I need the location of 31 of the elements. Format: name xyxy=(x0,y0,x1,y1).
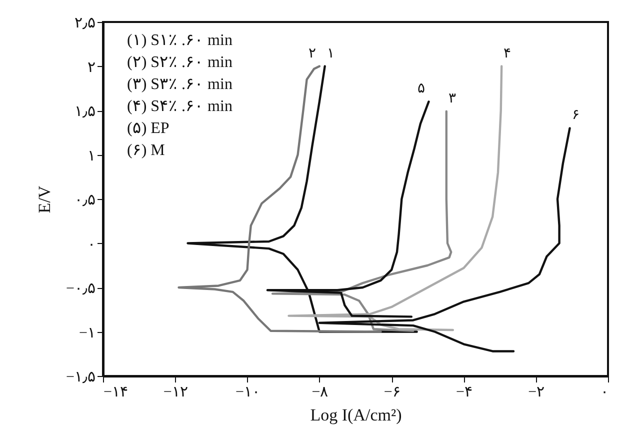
x-tick-label: −۸ xyxy=(312,384,328,400)
series-label: ۴ xyxy=(504,46,512,62)
annotation: (۱) S۱٪ .۶۰ min xyxy=(127,32,232,49)
x-tick-label: −۲ xyxy=(528,384,545,400)
x-tick-label: −۱۰ xyxy=(236,384,260,400)
annotation: (۴) S۴٪ .۶۰ min xyxy=(127,98,232,115)
y-tick-label: −۱ xyxy=(79,325,96,342)
annotation: (۳) S۳٪ .۶۰ min xyxy=(127,76,232,93)
x-tick-label: −۶ xyxy=(384,384,400,400)
x-tick-label: −۴ xyxy=(456,384,472,400)
y-tick-label: ۱ xyxy=(88,148,96,164)
y-tick-label: ۱٫۵ xyxy=(74,104,96,120)
annotation: (۵) EP xyxy=(127,120,170,137)
y-tick-label: ۰ xyxy=(88,236,96,253)
y-tick-label: −۱٫۵ xyxy=(66,370,96,386)
y-tick-label: ۲٫۵ xyxy=(74,16,96,32)
series-label: ۵ xyxy=(418,82,426,97)
annotation: (۶) M xyxy=(127,142,165,159)
series-label: ۳ xyxy=(448,91,456,106)
y-axis-title: E/V xyxy=(35,185,54,214)
y-tick-label: ۲ xyxy=(88,60,96,76)
x-tick-label: ۰ xyxy=(600,384,608,400)
annotation: (۲) S۲٪ .۶۰ min xyxy=(127,54,232,71)
x-tick-label: −۱۲ xyxy=(163,384,188,400)
series-label: ۱ xyxy=(326,46,335,62)
y-tick-label: −۰٫۵ xyxy=(66,281,96,297)
y-tick-label: ۰٫۵ xyxy=(74,192,96,208)
series-label: ۶ xyxy=(572,108,580,124)
series-label: ۲ xyxy=(308,46,316,62)
x-axis-title: Log I(A/cm²) xyxy=(310,406,402,424)
x-tick-label: −۱۴ xyxy=(104,384,128,400)
